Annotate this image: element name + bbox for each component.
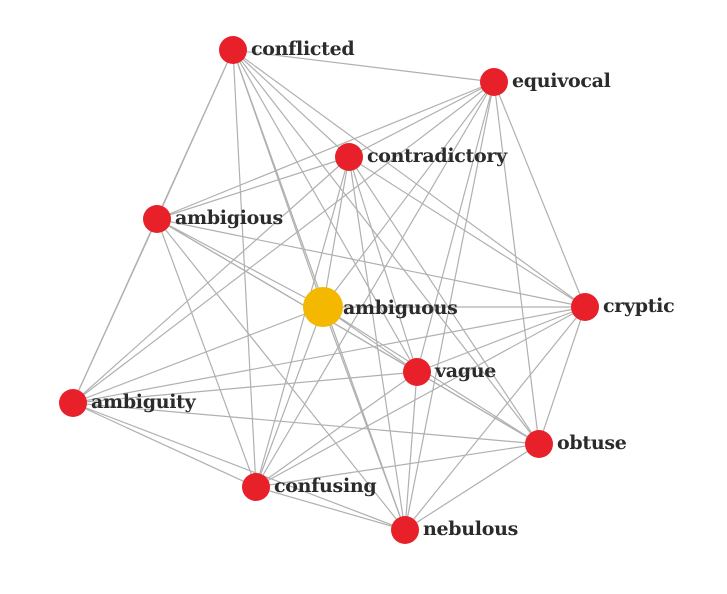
- edge-cryptic-obtuse: [538, 306, 586, 445]
- edge-ambiguity-nebulous: [72, 402, 406, 531]
- edge-ambigious-cryptic: [156, 218, 586, 308]
- edge-contradictory-ambiguous: [322, 156, 350, 308]
- node-cryptic[interactable]: cryptic: [571, 293, 675, 321]
- edge-equivocal-confusing: [255, 81, 495, 488]
- edge-ambiguous-confusing: [255, 306, 324, 488]
- node-vague[interactable]: vague: [403, 358, 497, 386]
- edge-equivocal-ambigious: [156, 81, 495, 220]
- node-ambiguity[interactable]: ambiguity: [59, 389, 197, 417]
- edge-equivocal-contradictory: [348, 81, 495, 158]
- node-circle[interactable]: [143, 205, 171, 233]
- edge-vague-ambiguity: [72, 371, 418, 404]
- node-label: vague: [434, 360, 496, 382]
- node-circle[interactable]: [335, 143, 363, 171]
- node-label: nebulous: [423, 518, 518, 540]
- node-circle[interactable]: [571, 293, 599, 321]
- node-label: ambigious: [175, 207, 283, 229]
- edge-contradictory-cryptic: [348, 156, 586, 308]
- node-label: ambiguous: [343, 297, 458, 319]
- node-circle[interactable]: [242, 473, 270, 501]
- edge-cryptic-ambiguity: [72, 306, 586, 404]
- edge-equivocal-nebulous: [404, 81, 495, 531]
- edge-ambiguous-ambiguity: [72, 306, 324, 404]
- edge-cryptic-confusing: [255, 306, 586, 488]
- node-ambigious[interactable]: ambigious: [143, 205, 283, 233]
- node-obtuse[interactable]: obtuse: [525, 430, 627, 458]
- edge-contradictory-ambigious: [156, 156, 350, 220]
- node-confusing[interactable]: confusing: [242, 473, 377, 501]
- node-conflicted[interactable]: conflicted: [219, 36, 355, 64]
- node-label: ambiguity: [91, 391, 197, 413]
- edge-conflicted-obtuse: [232, 49, 540, 445]
- edge-vague-confusing: [255, 371, 418, 488]
- node-label: contradictory: [367, 145, 508, 167]
- node-circle[interactable]: [59, 389, 87, 417]
- edge-ambiguity-obtuse: [72, 402, 540, 445]
- edge-equivocal-vague: [416, 81, 495, 373]
- edge-vague-obtuse: [416, 371, 540, 445]
- center-node-circle[interactable]: [303, 287, 343, 327]
- edge-contradictory-obtuse: [348, 156, 540, 445]
- edge-ambiguity-confusing: [72, 402, 257, 488]
- edge-obtuse-nebulous: [404, 443, 540, 531]
- node-label: cryptic: [603, 295, 674, 317]
- node-circle[interactable]: [403, 358, 431, 386]
- edge-ambigious-nebulous: [156, 218, 406, 531]
- edge-ambigious-confusing: [156, 218, 257, 488]
- node-circle[interactable]: [219, 36, 247, 64]
- edge-contradictory-ambiguity: [72, 156, 350, 404]
- node-nebulous[interactable]: nebulous: [391, 516, 518, 544]
- node-contradictory[interactable]: contradictory: [335, 143, 508, 171]
- edge-conflicted-cryptic: [232, 49, 586, 308]
- node-ambiguous-center[interactable]: ambiguous: [303, 287, 458, 327]
- node-label: obtuse: [557, 432, 627, 454]
- edge-conflicted-contradictory: [232, 49, 350, 158]
- edge-contradictory-nebulous: [348, 156, 406, 531]
- edge-ambiguous-nebulous: [322, 306, 406, 531]
- edge-ambigious-ambiguity: [72, 218, 158, 404]
- edge-conflicted-equivocal: [232, 49, 495, 83]
- edge-vague-nebulous: [404, 371, 418, 531]
- edge-equivocal-ambiguity: [72, 81, 495, 404]
- node-circle[interactable]: [480, 68, 508, 96]
- node-label: confusing: [274, 475, 376, 497]
- node-circle[interactable]: [525, 430, 553, 458]
- edge-contradictory-confusing: [255, 156, 350, 488]
- node-circle[interactable]: [391, 516, 419, 544]
- edge-cryptic-vague: [416, 306, 586, 373]
- node-label: conflicted: [251, 38, 354, 60]
- edge-confusing-nebulous: [255, 486, 406, 531]
- node-equivocal[interactable]: equivocal: [480, 68, 611, 96]
- edge-ambiguous-obtuse: [322, 306, 540, 445]
- edge-equivocal-cryptic: [493, 81, 586, 308]
- node-label: equivocal: [512, 70, 611, 92]
- edge-conflicted-confusing: [232, 49, 257, 488]
- edges: [72, 49, 586, 531]
- edge-obtuse-confusing: [255, 443, 540, 488]
- edge-contradictory-vague: [348, 156, 418, 373]
- edge-ambigious-ambiguous: [156, 218, 324, 308]
